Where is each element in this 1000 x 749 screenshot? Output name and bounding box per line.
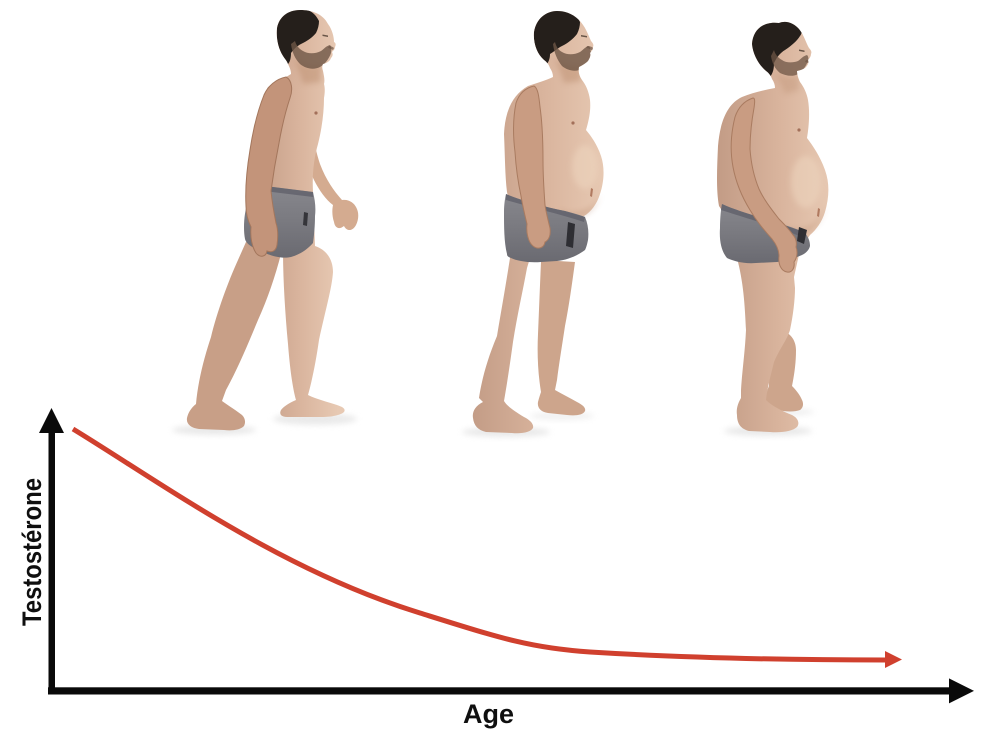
svg-text:Testostérone: Testostérone xyxy=(17,478,47,626)
svg-text:Age: Age xyxy=(463,699,514,729)
